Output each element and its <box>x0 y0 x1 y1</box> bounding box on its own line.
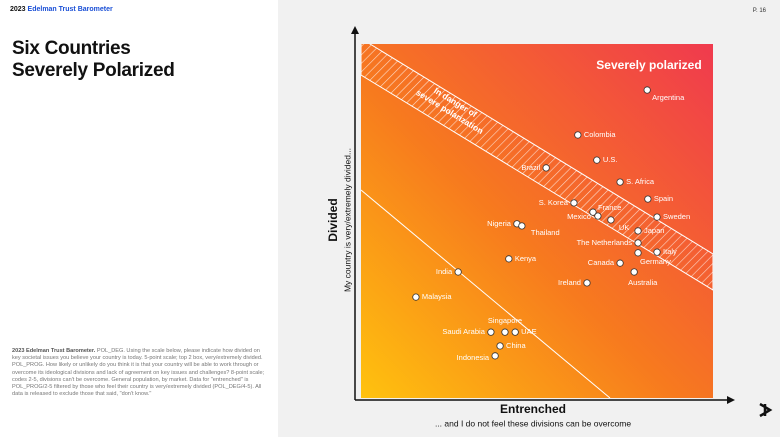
title-line: Six Countries <box>12 38 131 59</box>
divider-line <box>361 189 611 398</box>
point <box>616 178 624 186</box>
point <box>501 328 509 336</box>
point-label: Ireland <box>558 278 581 287</box>
point <box>589 208 597 216</box>
point <box>454 268 462 276</box>
point-label: S. Korea <box>539 198 569 207</box>
y-axis-label: Divided <box>326 198 340 241</box>
header: 2023 Edelman Trust Barometer <box>10 6 113 13</box>
brand-year: 2023 <box>10 6 26 13</box>
point-label: The Netherlands <box>577 238 633 247</box>
point <box>653 248 661 256</box>
footnote: 2023 Edelman Trust Barometer. POL_DEG. U… <box>12 348 270 398</box>
point <box>505 255 513 263</box>
point <box>593 156 601 164</box>
point-label: Germany <box>640 257 671 266</box>
point-label: Saudi Arabia <box>442 327 485 336</box>
point <box>634 239 642 247</box>
point <box>607 216 615 224</box>
point <box>574 131 582 139</box>
footnote-text: POL_DEG. Using the scale below, please i… <box>12 348 265 398</box>
point <box>570 199 578 207</box>
point-label: Argentina <box>652 93 685 102</box>
point-label: France <box>598 203 621 212</box>
brand: Edelman Trust Barometer <box>27 6 113 13</box>
point-label: Colombia <box>584 130 617 139</box>
point <box>583 279 591 287</box>
point-label: India <box>436 267 453 276</box>
point <box>644 195 652 203</box>
point-label: Brazil <box>521 163 540 172</box>
point <box>496 342 504 350</box>
point-label: Australia <box>628 278 658 287</box>
point <box>487 328 495 336</box>
title: Six Countries Severely Polarized <box>12 38 175 82</box>
point <box>616 259 624 267</box>
x-arrow <box>727 396 735 404</box>
point <box>653 213 661 221</box>
point-label: Nigeria <box>487 219 512 228</box>
x-axis-sublabel: ... and I do not feel these divisions ca… <box>435 418 631 428</box>
point-label: Italy <box>663 247 677 256</box>
point-label: S. Africa <box>626 177 655 186</box>
x-axis-label: Entrenched <box>500 402 566 416</box>
point-label: Japan <box>644 226 664 235</box>
left-panel <box>0 0 278 437</box>
point-label: Thailand <box>531 228 560 237</box>
point-label: Malaysia <box>422 292 452 301</box>
point <box>630 268 638 276</box>
y-axis-sublabel: My country is very/extremely divided... <box>342 148 352 292</box>
point <box>643 86 651 94</box>
annotation: Severely polarized <box>596 58 701 72</box>
point <box>491 352 499 360</box>
next-icon[interactable] <box>759 402 773 418</box>
point-label: Singapore <box>488 316 522 325</box>
point-label: UAE <box>521 327 536 336</box>
points: Argentina Colombia Brazil U.S. S. Africa Spai… <box>412 86 690 362</box>
point-label: Indonesia <box>457 353 490 362</box>
point-label: China <box>506 341 526 350</box>
footnote-source: 2023 Edelman Trust Barometer. <box>12 348 96 354</box>
point <box>594 212 602 220</box>
point-label: UK <box>619 223 629 232</box>
point <box>634 227 642 235</box>
page-number: P. 16 <box>752 8 766 14</box>
point-label: Mexico <box>567 212 591 221</box>
point <box>634 249 642 257</box>
point-label: Spain <box>654 194 673 203</box>
point-label: Sweden <box>663 212 690 221</box>
point <box>511 328 519 336</box>
point-label: U.S. <box>603 155 618 164</box>
title-line: Severely Polarized <box>12 60 175 81</box>
point-label: Kenya <box>515 254 537 263</box>
point <box>518 222 526 230</box>
point <box>542 164 550 172</box>
y-arrow <box>351 26 359 34</box>
point-label: Canada <box>588 258 615 267</box>
point <box>412 293 420 301</box>
